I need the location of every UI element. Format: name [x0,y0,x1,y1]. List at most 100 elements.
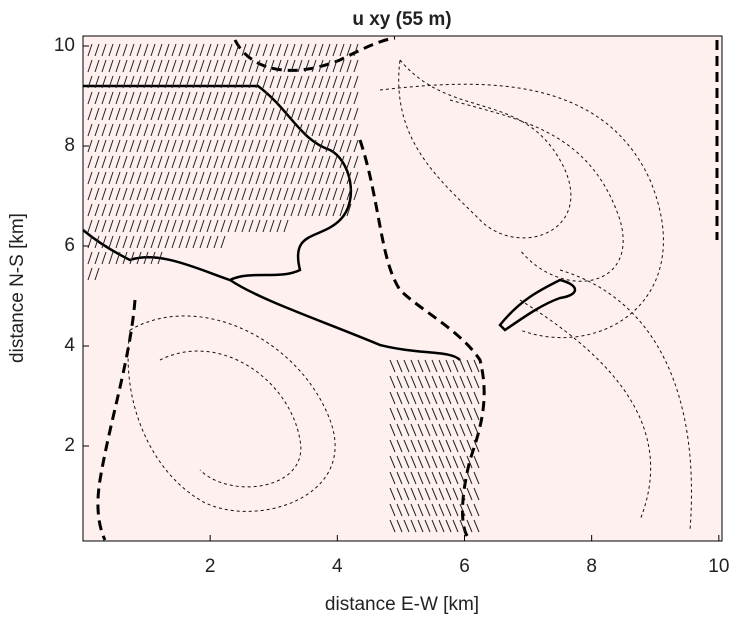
arrow-hatch [220,171,226,185]
arrow-hatch [157,107,163,121]
arrow-hatch [269,139,275,153]
arrow-hatch [318,43,324,57]
arrow-hatch [164,155,170,169]
arrow-hatch [346,43,352,57]
arrow-hatch [136,107,142,121]
arrow-hatch [213,171,219,185]
arrow-hatch [234,123,240,137]
arrow-hatch [206,59,212,73]
arrow-hatch [276,155,282,169]
arrow-hatch [325,187,331,201]
arrow-hatch [129,91,135,105]
arrow-hatch [339,171,345,185]
arrow-hatch [389,439,396,453]
arrow-hatch [199,75,205,89]
arrow-hatch [346,171,352,185]
arrow-hatch [164,75,170,89]
arrow-hatch [143,171,149,185]
boundary-line [229,278,461,361]
arrow-hatch [262,59,268,73]
arrow-hatch [410,455,417,469]
arrow-hatch [213,123,219,137]
arrow-hatch [122,107,128,121]
arrow-hatch [452,375,459,389]
arrow-hatch [94,43,100,57]
arrow-hatch [290,139,296,153]
arrow-hatch [178,107,184,121]
arrow-hatch [325,107,331,121]
arrow-hatch [248,107,254,121]
arrow-hatch [87,251,93,265]
arrow-hatch [262,139,268,153]
arrow-hatch [283,139,289,153]
arrow-hatch [150,43,156,57]
arrow-hatch [410,439,417,453]
arrow-hatch [185,155,191,169]
arrow-hatch [466,455,473,469]
contour-line [519,299,652,521]
arrow-hatch [234,75,240,89]
arrow-hatch [115,219,121,233]
arrow-hatch [171,171,177,185]
arrow-hatch [108,43,114,57]
arrow-hatch [290,107,296,121]
arrow-hatch [297,123,303,137]
arrow-hatch [192,171,198,185]
arrow-hatch [339,155,345,169]
arrow-hatch [276,187,282,201]
arrow-hatch [353,59,359,73]
arrow-hatch [129,171,135,185]
arrow-hatch [206,187,212,201]
arrow-hatch [241,203,247,217]
arrow-hatch [94,219,100,233]
arrow-hatch [389,471,396,485]
arrow-hatch [115,107,121,121]
arrow-hatch [269,43,275,57]
arrow-hatch [94,107,100,121]
arrow-hatch [332,155,338,169]
arrow-hatch [185,235,191,249]
arrow-hatch [227,187,233,201]
arrow-hatch [248,43,254,57]
arrow-hatch [276,171,282,185]
arrow-hatch [136,91,142,105]
arrow-hatch [220,107,226,121]
arrow-hatch [227,59,233,73]
arrow-hatch [290,91,296,105]
arrow-hatch [283,203,289,217]
arrow-hatch [143,107,149,121]
arrow-hatch [178,75,184,89]
arrow-hatch [311,171,317,185]
arrow-hatch [424,359,431,373]
arrow-hatch [164,107,170,121]
arrow-hatch [473,503,480,517]
arrow-hatch [403,391,410,405]
arrow-hatch [410,471,417,485]
arrow-hatch [178,203,184,217]
arrow-hatch [452,359,459,373]
arrow-hatch [241,155,247,169]
arrow-hatch [150,139,156,153]
arrow-hatch [255,43,261,57]
arrow-hatch [325,91,331,105]
arrow-hatch [431,439,438,453]
arrow-hatch [87,203,93,217]
arrow-hatch [311,187,317,201]
arrow-hatch [220,91,226,105]
arrow-hatch [220,203,226,217]
arrow-hatch [297,91,303,105]
arrow-hatch [234,107,240,121]
arrow-hatch [424,391,431,405]
arrow-hatch [403,407,410,421]
arrow-hatch [129,203,135,217]
arrow-hatch [297,43,303,57]
y-tick-label: 4 [64,335,75,356]
arrow-hatch [410,487,417,501]
arrow-hatch [262,91,268,105]
arrow-hatch [255,155,261,169]
arrow-hatch [269,59,275,73]
arrow-hatch [262,171,268,185]
arrow-hatch [424,455,431,469]
arrow-hatch [346,203,352,217]
arrow-hatch [150,91,156,105]
